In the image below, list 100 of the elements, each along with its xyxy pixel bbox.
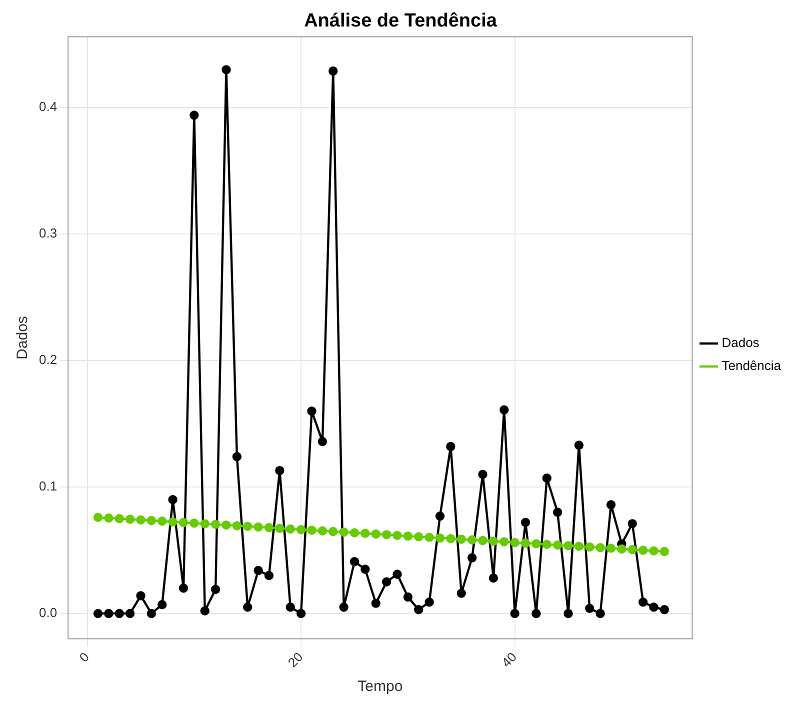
point xyxy=(446,534,456,544)
point xyxy=(520,518,530,527)
point xyxy=(307,526,316,535)
point xyxy=(307,406,316,416)
point xyxy=(606,500,616,510)
point xyxy=(628,519,637,528)
point xyxy=(435,533,445,543)
point xyxy=(210,520,220,530)
point xyxy=(510,608,520,618)
point xyxy=(264,522,274,532)
point xyxy=(456,588,466,598)
point xyxy=(178,584,188,593)
point xyxy=(328,66,338,76)
point xyxy=(500,537,509,546)
point xyxy=(318,436,328,446)
y-tick-label: 0.4 xyxy=(38,99,58,114)
point xyxy=(424,532,434,542)
x-tick-label: 40 xyxy=(498,649,520,670)
point xyxy=(158,516,167,526)
point xyxy=(488,573,498,583)
point xyxy=(254,566,263,576)
point xyxy=(222,65,231,74)
point xyxy=(403,592,413,602)
point xyxy=(210,584,220,594)
point xyxy=(371,529,380,539)
point xyxy=(125,514,135,524)
chart-title: Análise de Tendência xyxy=(304,10,498,32)
point xyxy=(478,536,488,546)
point xyxy=(596,608,605,618)
legend-label: Tendência xyxy=(722,358,782,374)
point xyxy=(532,608,541,618)
point xyxy=(296,525,306,534)
point xyxy=(382,530,392,540)
point xyxy=(392,570,402,579)
point xyxy=(200,519,210,528)
point xyxy=(574,542,584,551)
legend-label: Dados xyxy=(722,335,760,350)
point xyxy=(478,470,488,479)
point xyxy=(104,608,114,618)
point xyxy=(178,518,188,528)
point xyxy=(168,495,178,504)
point xyxy=(232,521,242,530)
point xyxy=(456,534,466,544)
y-tick-label: 0.0 xyxy=(38,605,58,620)
point xyxy=(339,602,348,612)
point xyxy=(275,466,284,476)
point xyxy=(606,544,616,553)
point xyxy=(403,531,413,541)
point xyxy=(552,540,562,550)
point xyxy=(264,570,274,580)
point xyxy=(414,532,424,542)
point xyxy=(232,452,242,462)
point xyxy=(574,440,584,450)
point xyxy=(114,608,124,618)
point xyxy=(350,528,360,538)
point xyxy=(532,539,541,548)
point xyxy=(649,546,658,556)
point xyxy=(339,528,348,537)
point xyxy=(488,536,498,546)
point xyxy=(243,522,252,531)
point xyxy=(136,591,146,600)
y-tick-label: 0.1 xyxy=(38,478,58,494)
point xyxy=(564,541,573,550)
point xyxy=(146,608,156,618)
y-tick-label: 0.2 xyxy=(38,352,58,368)
point xyxy=(93,608,103,618)
point xyxy=(93,512,103,522)
point xyxy=(467,535,477,544)
point xyxy=(275,524,284,533)
point xyxy=(542,540,552,550)
point xyxy=(660,605,670,614)
point xyxy=(617,544,626,554)
point xyxy=(660,546,670,556)
y-tick-label: 0.3 xyxy=(38,226,58,241)
point xyxy=(200,606,210,616)
point xyxy=(542,474,552,483)
point xyxy=(243,602,252,612)
point xyxy=(585,542,594,552)
point xyxy=(158,600,167,610)
point xyxy=(190,110,199,120)
point xyxy=(392,530,402,540)
point xyxy=(168,517,178,526)
point xyxy=(371,598,380,608)
point xyxy=(628,544,637,554)
point xyxy=(467,553,477,562)
point xyxy=(350,557,360,566)
point xyxy=(564,608,573,618)
point xyxy=(222,520,231,530)
point xyxy=(318,526,328,536)
point xyxy=(414,605,424,614)
point xyxy=(360,528,370,538)
point xyxy=(424,597,434,607)
point xyxy=(520,538,530,548)
point xyxy=(382,577,392,586)
point xyxy=(649,602,658,612)
point xyxy=(500,405,509,414)
x-tick-label: 0 xyxy=(76,649,92,666)
point xyxy=(596,542,605,552)
x-axis-title: Tempo xyxy=(358,678,403,696)
point xyxy=(585,604,594,613)
